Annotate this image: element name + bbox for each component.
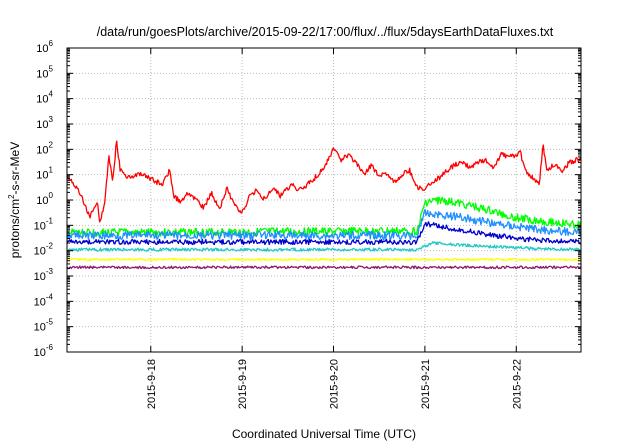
- y-axis-label: protons/cm2-s-sr-MeV: [7, 142, 22, 258]
- series-line: [66, 208, 582, 241]
- y-axis-label-superscript: 2: [7, 194, 16, 199]
- grid: [67, 48, 581, 352]
- y-tick-label: 10-5: [34, 318, 54, 334]
- x-tick-label: 2015-9-21: [420, 359, 432, 409]
- y-axis-label-part2: -s-sr-MeV: [8, 142, 22, 195]
- x-axis-ticks: 2015-9-18 2015-9-19 2015-9-20 2015-9-21 2015…: [146, 48, 523, 409]
- y-tick-label: 10-3: [34, 267, 54, 283]
- y-tick-label: 105: [36, 64, 53, 80]
- plot-frame: [66, 47, 582, 353]
- series-line: [66, 196, 582, 238]
- y-axis-label-part1: protons/cm: [8, 199, 22, 258]
- chart-title: /data/run/goesPlots/archive/2015-09-22/1…: [97, 25, 554, 39]
- y-tick-label: 106: [36, 39, 53, 55]
- x-axis-label: Coordinated Universal Time (UTC): [232, 427, 416, 441]
- series-line: [66, 140, 582, 223]
- y-axis-ticks: 10-6 10-5 10-4 10-3 10-2 10-1 100 101 102 103 104 1…: [34, 39, 581, 359]
- y-tick-label: 103: [36, 115, 53, 131]
- y-tick-label: 104: [36, 90, 53, 106]
- series-layer: [66, 140, 582, 270]
- series-line: [66, 241, 582, 252]
- y-tick-label: 10-4: [34, 292, 54, 308]
- x-tick-label: 2015-9-19: [237, 359, 249, 409]
- series-line: [66, 257, 582, 262]
- y-tick-label: 100: [36, 191, 53, 207]
- y-tick-label: 10-6: [34, 343, 54, 359]
- y-tick-label: 101: [36, 166, 53, 182]
- y-tick-label: 10-2: [34, 242, 54, 258]
- x-tick-label: 2015-9-22: [511, 359, 523, 409]
- series-line: [66, 265, 582, 270]
- y-tick-label: 10-1: [34, 216, 54, 232]
- x-tick-label: 2015-9-18: [146, 359, 158, 409]
- y-tick-label: 102: [36, 140, 53, 156]
- series-line: [66, 221, 582, 246]
- x-tick-label: 2015-9-20: [329, 359, 341, 409]
